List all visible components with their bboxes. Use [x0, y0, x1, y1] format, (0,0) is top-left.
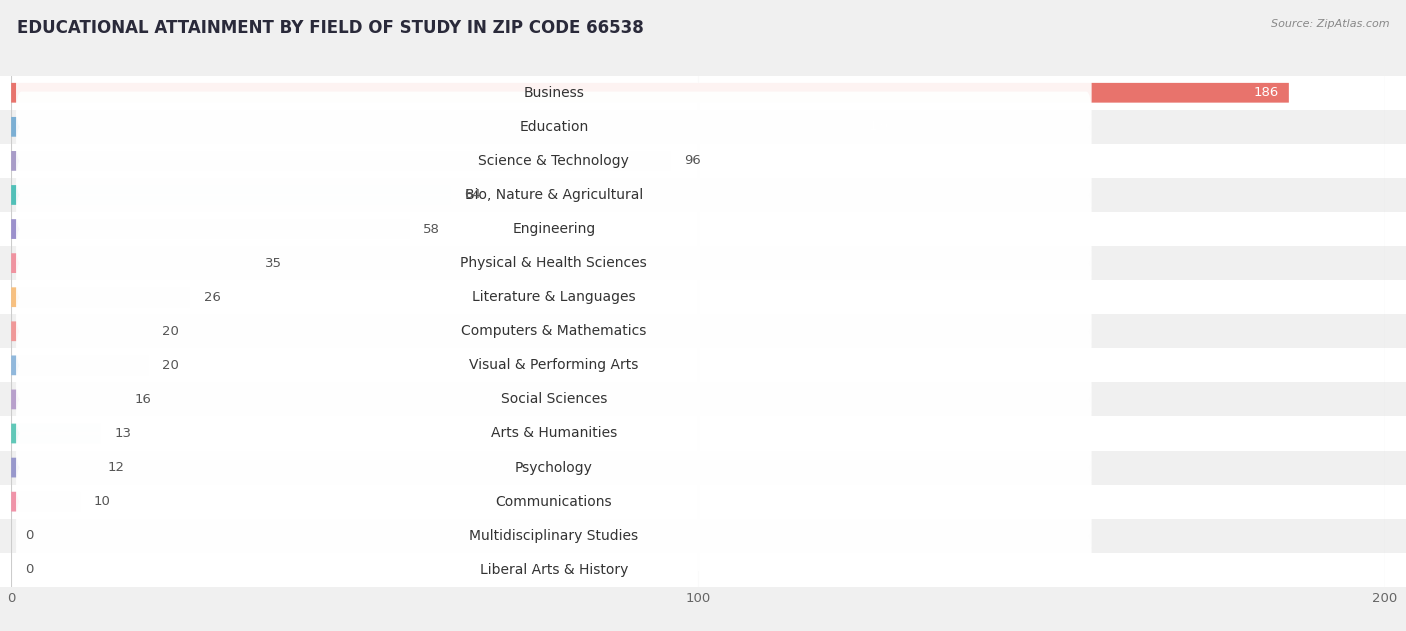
Text: Computers & Mathematics: Computers & Mathematics	[461, 324, 647, 338]
FancyBboxPatch shape	[15, 330, 1091, 401]
FancyBboxPatch shape	[11, 185, 451, 205]
FancyBboxPatch shape	[15, 57, 1091, 128]
FancyBboxPatch shape	[11, 151, 671, 171]
FancyBboxPatch shape	[0, 280, 1406, 314]
Text: Liberal Arts & History: Liberal Arts & History	[479, 563, 628, 577]
FancyBboxPatch shape	[0, 451, 1406, 485]
FancyBboxPatch shape	[0, 382, 1406, 416]
Text: Visual & Performing Arts: Visual & Performing Arts	[470, 358, 638, 372]
FancyBboxPatch shape	[15, 296, 1091, 367]
FancyBboxPatch shape	[0, 348, 1406, 382]
FancyBboxPatch shape	[11, 253, 252, 273]
FancyBboxPatch shape	[15, 194, 1091, 264]
Text: Literature & Languages: Literature & Languages	[472, 290, 636, 304]
FancyBboxPatch shape	[11, 389, 121, 410]
FancyBboxPatch shape	[15, 160, 1091, 230]
FancyBboxPatch shape	[11, 117, 904, 137]
Text: Psychology: Psychology	[515, 461, 593, 475]
Text: 58: 58	[423, 223, 440, 235]
FancyBboxPatch shape	[15, 500, 1091, 571]
FancyBboxPatch shape	[15, 91, 1091, 162]
Text: Social Sciences: Social Sciences	[501, 392, 607, 406]
FancyBboxPatch shape	[11, 355, 149, 375]
FancyBboxPatch shape	[0, 485, 1406, 519]
Text: 130: 130	[869, 121, 894, 133]
Text: Multidisciplinary Studies: Multidisciplinary Studies	[470, 529, 638, 543]
Text: Physical & Health Sciences: Physical & Health Sciences	[461, 256, 647, 270]
FancyBboxPatch shape	[11, 83, 1289, 103]
FancyBboxPatch shape	[0, 314, 1406, 348]
FancyBboxPatch shape	[0, 416, 1406, 451]
Text: 20: 20	[162, 359, 179, 372]
FancyBboxPatch shape	[0, 553, 1406, 587]
FancyBboxPatch shape	[11, 492, 80, 512]
Text: 12: 12	[107, 461, 124, 474]
FancyBboxPatch shape	[0, 76, 1406, 110]
FancyBboxPatch shape	[0, 246, 1406, 280]
Text: Education: Education	[519, 120, 589, 134]
Text: 186: 186	[1253, 86, 1278, 99]
Text: 96: 96	[685, 155, 702, 167]
Text: Source: ZipAtlas.com: Source: ZipAtlas.com	[1271, 19, 1389, 29]
FancyBboxPatch shape	[15, 398, 1091, 469]
FancyBboxPatch shape	[11, 321, 149, 341]
Text: Engineering: Engineering	[512, 222, 596, 236]
Text: 13: 13	[114, 427, 131, 440]
Text: 26: 26	[204, 291, 221, 304]
FancyBboxPatch shape	[0, 178, 1406, 212]
Text: EDUCATIONAL ATTAINMENT BY FIELD OF STUDY IN ZIP CODE 66538: EDUCATIONAL ATTAINMENT BY FIELD OF STUDY…	[17, 19, 644, 37]
Text: 35: 35	[266, 257, 283, 269]
Text: Communications: Communications	[495, 495, 612, 509]
FancyBboxPatch shape	[15, 534, 1091, 605]
Text: Business: Business	[523, 86, 585, 100]
Text: Science & Technology: Science & Technology	[478, 154, 630, 168]
Text: 0: 0	[25, 563, 34, 576]
FancyBboxPatch shape	[0, 110, 1406, 144]
FancyBboxPatch shape	[15, 228, 1091, 298]
Text: Arts & Humanities: Arts & Humanities	[491, 427, 617, 440]
Text: 10: 10	[94, 495, 111, 508]
FancyBboxPatch shape	[11, 457, 94, 478]
Text: Bio, Nature & Agricultural: Bio, Nature & Agricultural	[465, 188, 643, 202]
Text: 0: 0	[25, 529, 34, 542]
FancyBboxPatch shape	[15, 364, 1091, 435]
FancyBboxPatch shape	[15, 466, 1091, 537]
FancyBboxPatch shape	[0, 212, 1406, 246]
FancyBboxPatch shape	[0, 144, 1406, 178]
FancyBboxPatch shape	[11, 287, 190, 307]
Text: 16: 16	[135, 393, 152, 406]
FancyBboxPatch shape	[11, 219, 409, 239]
FancyBboxPatch shape	[15, 126, 1091, 196]
Text: 64: 64	[464, 189, 481, 201]
FancyBboxPatch shape	[15, 262, 1091, 333]
FancyBboxPatch shape	[11, 423, 101, 444]
FancyBboxPatch shape	[15, 432, 1091, 503]
FancyBboxPatch shape	[0, 519, 1406, 553]
Text: 20: 20	[162, 325, 179, 338]
